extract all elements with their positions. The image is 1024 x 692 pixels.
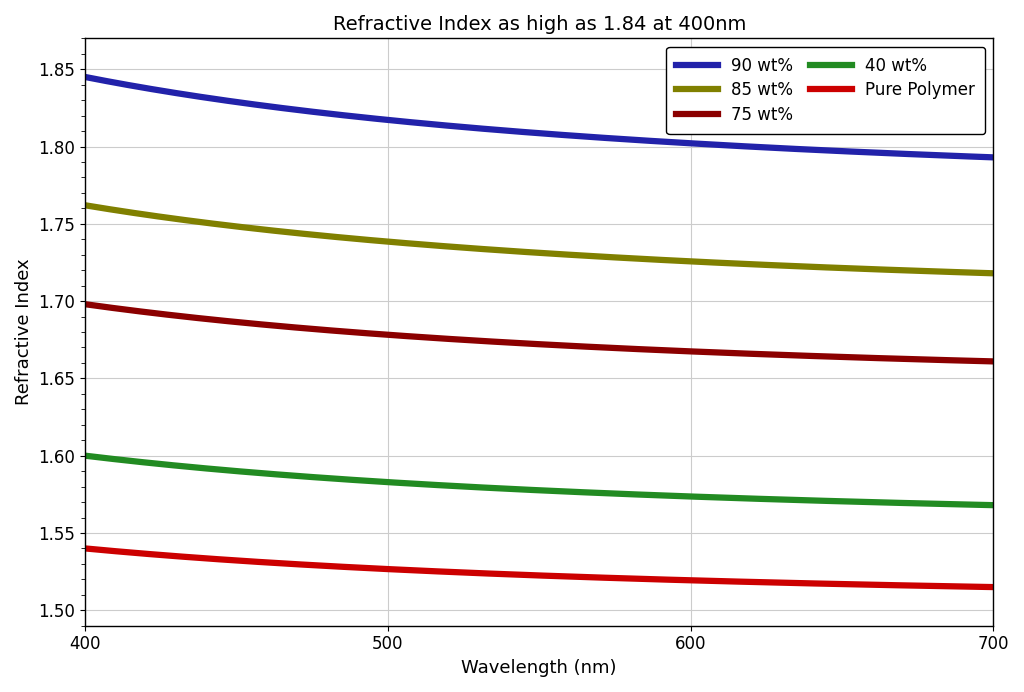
75 wt% bbox=[845, 353, 857, 361]
40 wt% bbox=[635, 491, 647, 499]
Line: 85 wt%: 85 wt% bbox=[85, 206, 993, 273]
Pure Polymer bbox=[902, 581, 914, 590]
85 wt% bbox=[616, 254, 629, 262]
75 wt% bbox=[616, 344, 629, 352]
90 wt% bbox=[616, 135, 629, 143]
75 wt% bbox=[620, 345, 632, 353]
Line: Pure Polymer: Pure Polymer bbox=[85, 549, 993, 587]
Pure Polymer bbox=[845, 580, 857, 588]
Y-axis label: Refractive Index: Refractive Index bbox=[15, 259, 33, 406]
Pure Polymer bbox=[79, 545, 91, 553]
90 wt% bbox=[620, 135, 632, 143]
75 wt% bbox=[987, 357, 999, 365]
75 wt% bbox=[82, 300, 94, 309]
40 wt% bbox=[620, 490, 632, 498]
Line: 90 wt%: 90 wt% bbox=[85, 77, 993, 157]
90 wt% bbox=[845, 147, 857, 156]
90 wt% bbox=[635, 136, 647, 145]
40 wt% bbox=[79, 452, 91, 460]
Line: 40 wt%: 40 wt% bbox=[85, 456, 993, 505]
Pure Polymer bbox=[82, 545, 94, 553]
85 wt% bbox=[620, 254, 632, 262]
90 wt% bbox=[987, 153, 999, 161]
40 wt% bbox=[82, 452, 94, 460]
Title: Refractive Index as high as 1.84 at 400nm: Refractive Index as high as 1.84 at 400n… bbox=[333, 15, 745, 34]
Line: 75 wt%: 75 wt% bbox=[85, 304, 993, 361]
85 wt% bbox=[82, 201, 94, 210]
75 wt% bbox=[902, 355, 914, 363]
75 wt% bbox=[635, 345, 647, 354]
40 wt% bbox=[987, 501, 999, 509]
85 wt% bbox=[79, 201, 91, 210]
Pure Polymer bbox=[987, 583, 999, 591]
85 wt% bbox=[987, 269, 999, 277]
40 wt% bbox=[616, 490, 629, 498]
85 wt% bbox=[635, 255, 647, 263]
Pure Polymer bbox=[616, 574, 629, 583]
85 wt% bbox=[845, 264, 857, 273]
Pure Polymer bbox=[620, 574, 632, 583]
75 wt% bbox=[79, 300, 91, 309]
90 wt% bbox=[902, 150, 914, 158]
Legend: 90 wt%, 85 wt%, 75 wt%, 40 wt%, Pure Polymer: 90 wt%, 85 wt%, 75 wt%, 40 wt%, Pure Pol… bbox=[667, 46, 985, 134]
90 wt% bbox=[79, 73, 91, 81]
40 wt% bbox=[902, 499, 914, 507]
90 wt% bbox=[82, 73, 94, 82]
Pure Polymer bbox=[635, 575, 647, 583]
40 wt% bbox=[845, 498, 857, 506]
X-axis label: Wavelength (nm): Wavelength (nm) bbox=[462, 659, 616, 677]
85 wt% bbox=[902, 266, 914, 275]
